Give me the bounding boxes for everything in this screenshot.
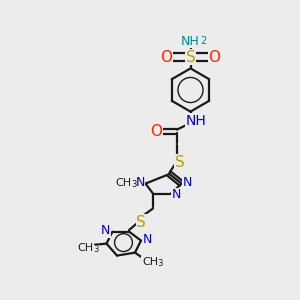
Text: 3: 3	[157, 259, 163, 268]
Text: N: N	[172, 188, 181, 202]
Text: O: O	[160, 50, 172, 64]
Text: 3: 3	[93, 245, 99, 254]
Text: CH: CH	[142, 256, 158, 267]
Text: N: N	[135, 176, 145, 189]
Text: N: N	[183, 176, 192, 189]
Text: CH: CH	[78, 243, 94, 253]
Text: O: O	[150, 124, 162, 139]
Text: NH: NH	[181, 34, 200, 48]
Text: N: N	[143, 233, 152, 246]
Text: 2: 2	[200, 36, 206, 46]
Text: S: S	[186, 50, 195, 64]
Text: N: N	[101, 224, 111, 237]
Text: S: S	[175, 155, 184, 170]
Text: NH: NH	[185, 114, 206, 128]
Text: S: S	[136, 215, 146, 230]
Text: O: O	[208, 50, 220, 64]
Text: CH: CH	[115, 178, 131, 188]
Text: 3: 3	[131, 180, 136, 189]
